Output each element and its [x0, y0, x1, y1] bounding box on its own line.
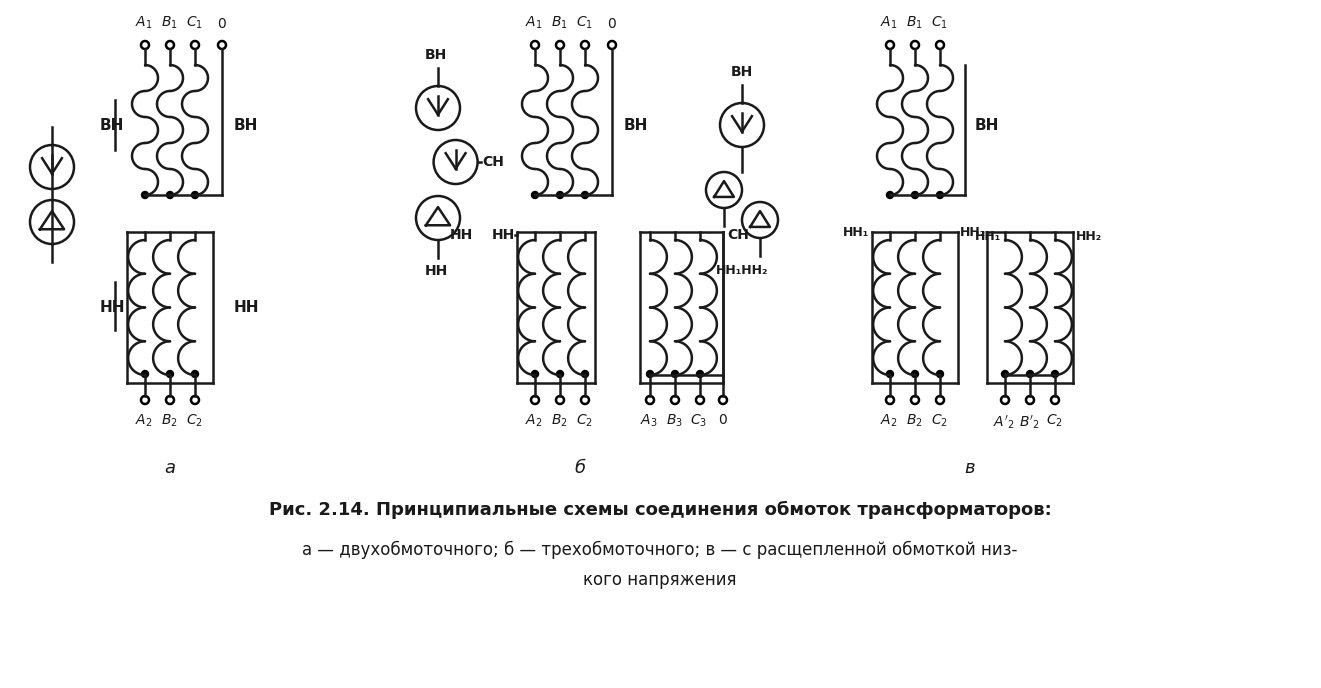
Text: $C_2$: $C_2$ — [576, 413, 592, 429]
Text: НН: НН — [100, 299, 125, 314]
Circle shape — [581, 371, 588, 378]
Text: $A_1$: $A_1$ — [526, 14, 543, 31]
Text: НН: НН — [450, 228, 473, 242]
Circle shape — [1001, 371, 1008, 378]
Circle shape — [886, 371, 893, 378]
Text: $A_2$: $A_2$ — [526, 413, 543, 429]
Text: $A_3$: $A_3$ — [641, 413, 658, 429]
Text: $A'_2$: $A'_2$ — [993, 413, 1015, 431]
Text: НН: НН — [424, 264, 448, 278]
Text: Рис. 2.14. Принципиальные схемы соединения обмоток трансформаторов:: Рис. 2.14. Принципиальные схемы соединен… — [268, 501, 1052, 519]
Circle shape — [141, 191, 148, 199]
Text: $B_2$: $B_2$ — [551, 413, 567, 429]
Circle shape — [531, 371, 539, 378]
Text: $B_3$: $B_3$ — [666, 413, 683, 429]
Text: НН₂: НН₂ — [960, 226, 985, 239]
Circle shape — [911, 191, 918, 199]
Text: $0$: $0$ — [608, 17, 617, 31]
Text: $B_1$: $B_1$ — [161, 14, 177, 31]
Text: $A_1$: $A_1$ — [880, 14, 898, 31]
Text: $0$: $0$ — [217, 17, 227, 31]
Text: $C_2$: $C_2$ — [1045, 413, 1062, 429]
Text: б: б — [575, 459, 585, 477]
Circle shape — [166, 191, 173, 199]
Text: $0$: $0$ — [719, 413, 728, 427]
Text: $C_2$: $C_2$ — [185, 413, 202, 429]
Circle shape — [937, 191, 943, 199]
Circle shape — [911, 371, 918, 378]
Text: ВН: ВН — [425, 48, 446, 62]
Text: НН: НН — [234, 299, 259, 314]
Text: $A_1$: $A_1$ — [135, 14, 153, 31]
Text: ВН: ВН — [731, 65, 753, 79]
Text: $B_2$: $B_2$ — [906, 413, 922, 429]
Circle shape — [192, 371, 198, 378]
Text: НН₂: НН₂ — [1077, 230, 1102, 244]
Circle shape — [1052, 371, 1058, 378]
Text: кого напряжения: кого напряжения — [584, 571, 737, 589]
Text: НН₁: НН₁ — [975, 230, 1001, 244]
Circle shape — [192, 191, 198, 199]
Circle shape — [556, 191, 564, 199]
Text: НН: НН — [491, 228, 515, 242]
Text: СН: СН — [482, 155, 505, 169]
Text: $A_2$: $A_2$ — [880, 413, 898, 429]
Text: НН₁НН₂: НН₁НН₂ — [716, 264, 769, 277]
Circle shape — [141, 371, 148, 378]
Text: НН₁: НН₁ — [843, 226, 869, 239]
Text: СН: СН — [727, 228, 749, 242]
Circle shape — [531, 191, 539, 199]
Text: $B_1$: $B_1$ — [906, 14, 922, 31]
Text: ВН: ВН — [100, 118, 124, 133]
Text: ВН: ВН — [234, 118, 259, 133]
Text: $C_2$: $C_2$ — [930, 413, 947, 429]
Text: $B_2$: $B_2$ — [161, 413, 177, 429]
Circle shape — [646, 371, 654, 378]
Circle shape — [937, 371, 943, 378]
Text: $C_1$: $C_1$ — [576, 14, 593, 31]
Text: а — двухобмоточного; б — трехобмоточного; в — с расщепленной обмоткой низ-: а — двухобмоточного; б — трехобмоточного… — [303, 541, 1017, 559]
Text: $A_2$: $A_2$ — [135, 413, 153, 429]
Text: ВН: ВН — [624, 118, 649, 133]
Circle shape — [1026, 371, 1033, 378]
Text: а: а — [165, 459, 176, 477]
Circle shape — [581, 191, 588, 199]
Text: $C_3$: $C_3$ — [691, 413, 708, 429]
Text: $B'_2$: $B'_2$ — [1018, 413, 1040, 431]
Circle shape — [886, 191, 893, 199]
Text: $B_1$: $B_1$ — [551, 14, 568, 31]
Circle shape — [696, 371, 704, 378]
Text: ВН: ВН — [975, 118, 1000, 133]
Circle shape — [556, 371, 564, 378]
Circle shape — [671, 371, 679, 378]
Text: $C_1$: $C_1$ — [930, 14, 947, 31]
Text: в: в — [964, 459, 975, 477]
Circle shape — [166, 371, 173, 378]
Text: $C_1$: $C_1$ — [185, 14, 202, 31]
